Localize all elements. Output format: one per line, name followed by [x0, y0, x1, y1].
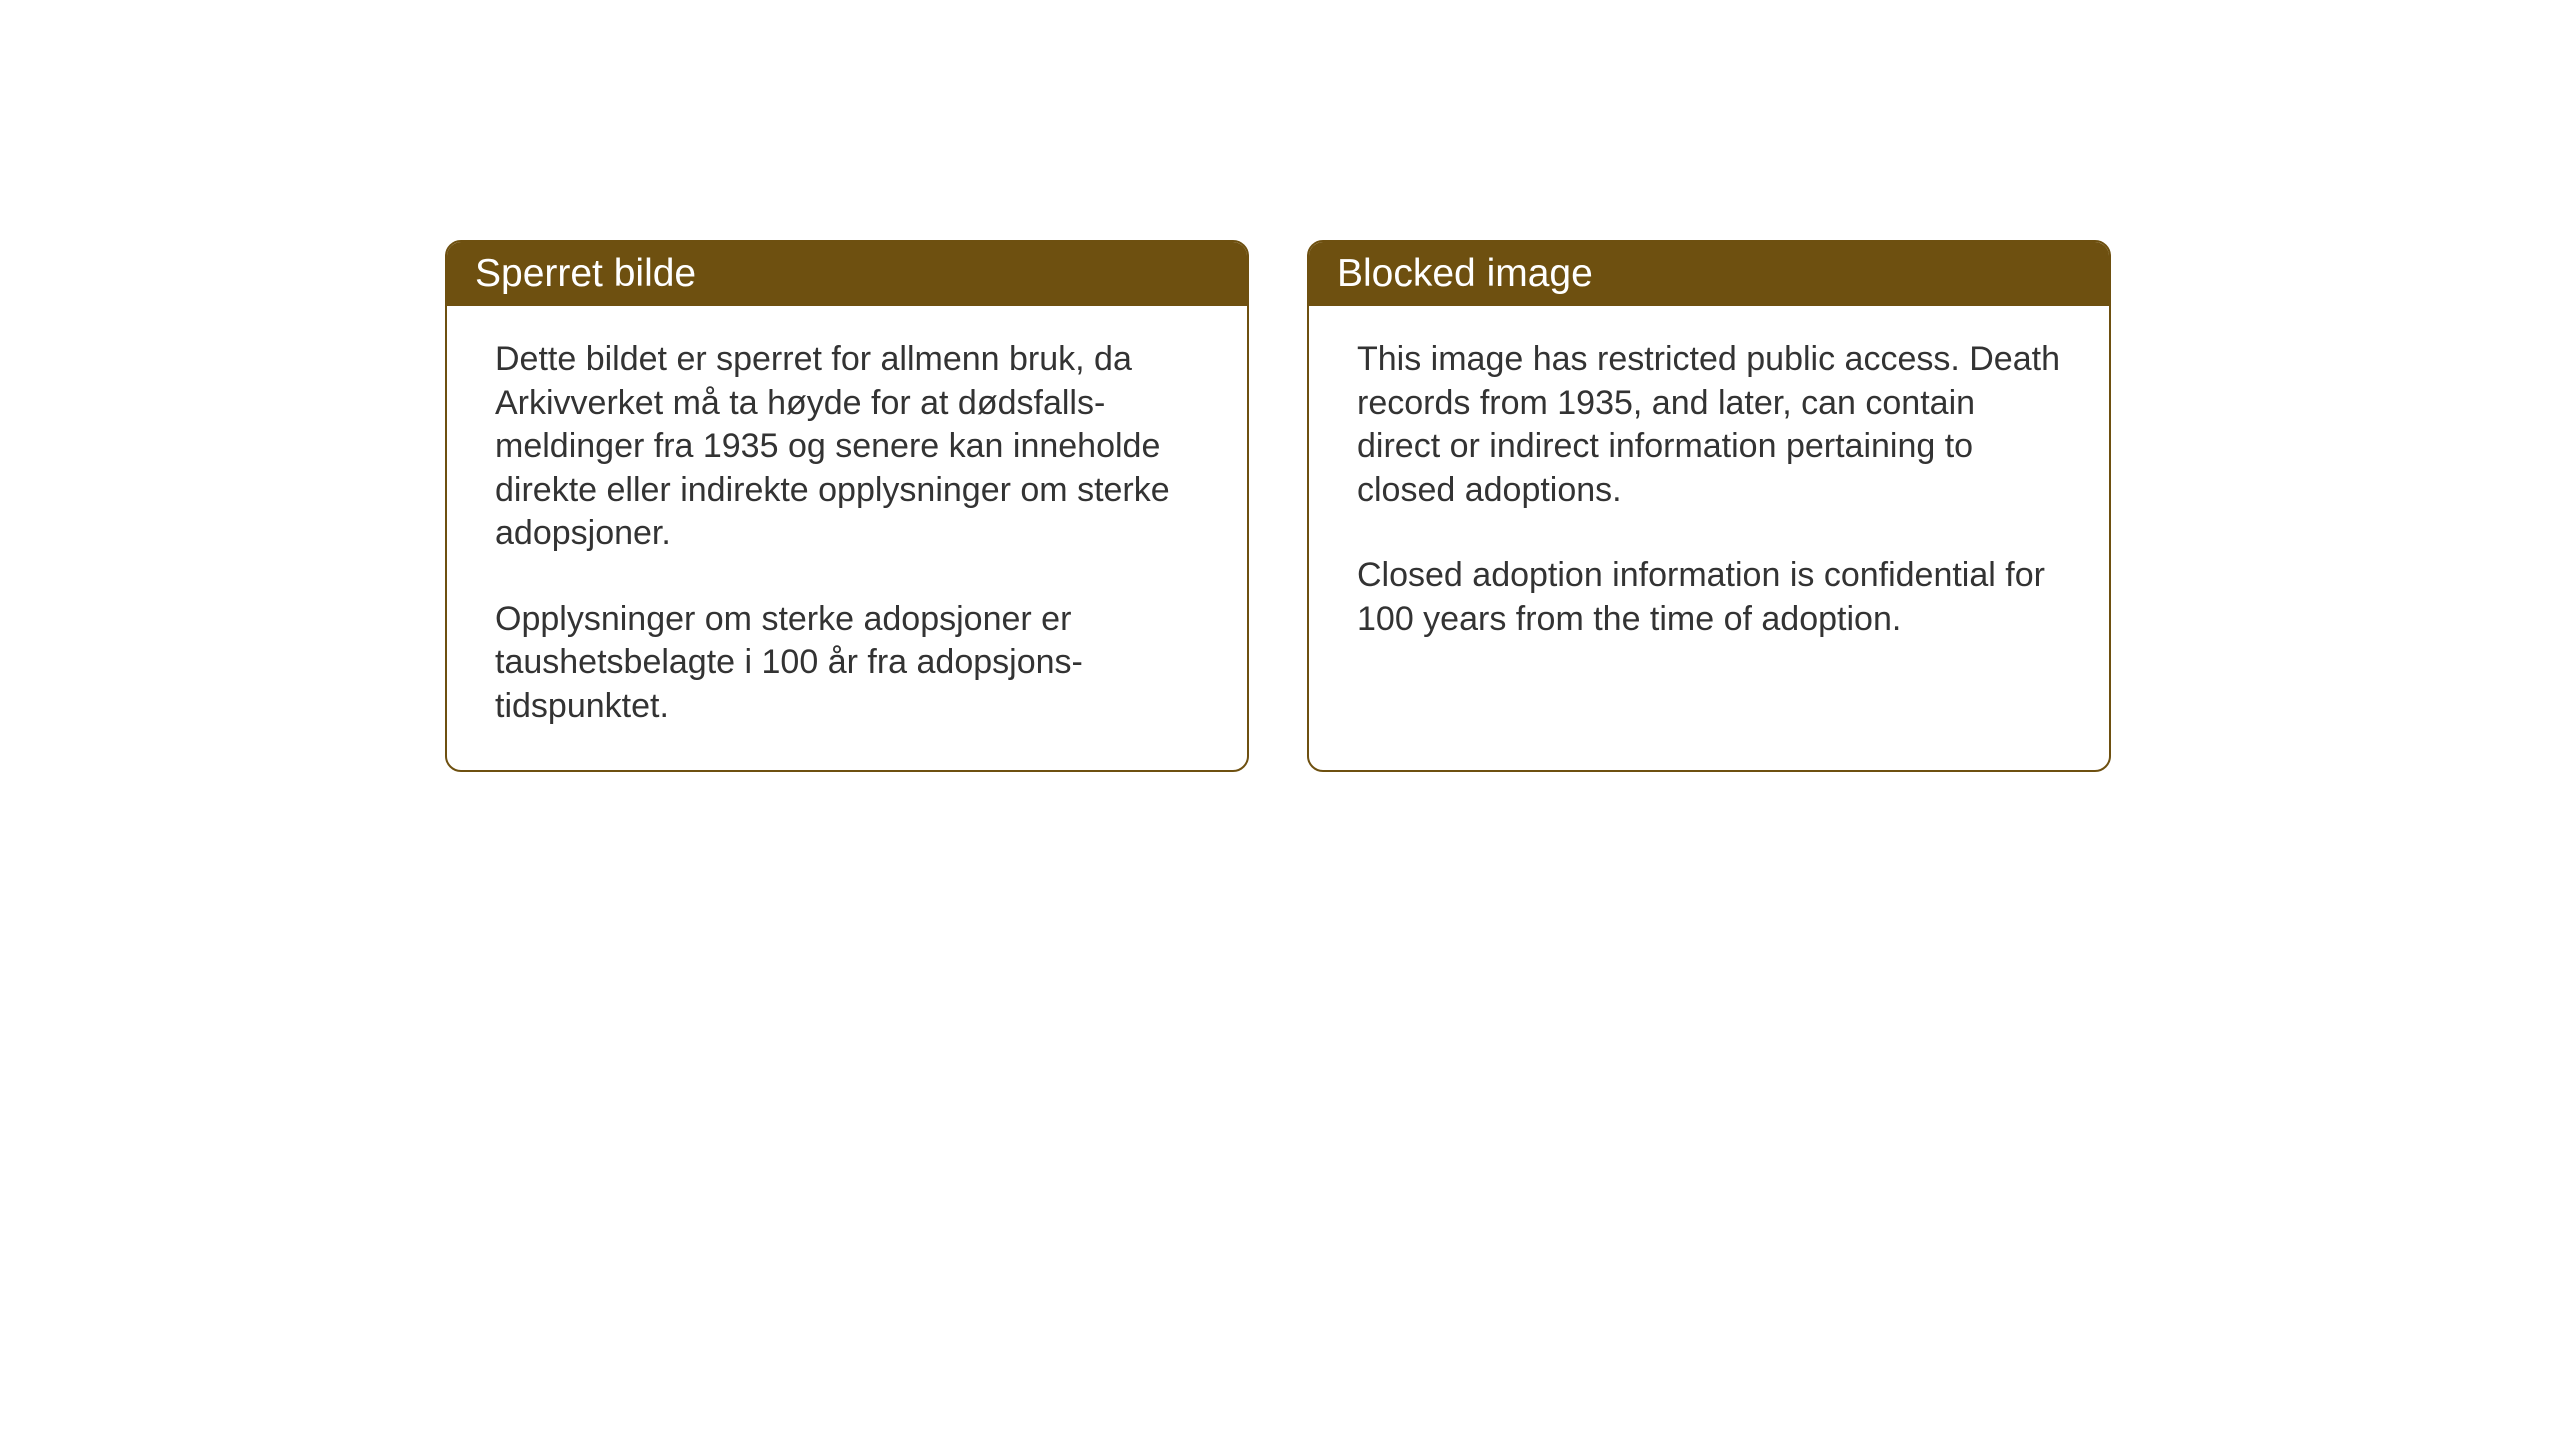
card-body-norwegian: Dette bildet er sperret for allmenn bruk… [447, 306, 1247, 770]
card-body-english: This image has restricted public access.… [1309, 306, 2109, 683]
card-title: Blocked image [1337, 252, 1593, 295]
card-english: Blocked image This image has restricted … [1307, 240, 2111, 772]
card-norwegian: Sperret bilde Dette bildet er sperret fo… [445, 240, 1249, 772]
card-header-english: Blocked image [1309, 242, 2109, 306]
card-header-norwegian: Sperret bilde [447, 242, 1247, 306]
card-title: Sperret bilde [475, 252, 696, 295]
cards-container: Sperret bilde Dette bildet er sperret fo… [445, 240, 2111, 772]
card-paragraph: Dette bildet er sperret for allmenn bruk… [495, 338, 1199, 556]
card-paragraph: Closed adoption information is confident… [1357, 554, 2061, 641]
card-paragraph: Opplysninger om sterke adopsjoner er tau… [495, 598, 1199, 729]
card-paragraph: This image has restricted public access.… [1357, 338, 2061, 512]
